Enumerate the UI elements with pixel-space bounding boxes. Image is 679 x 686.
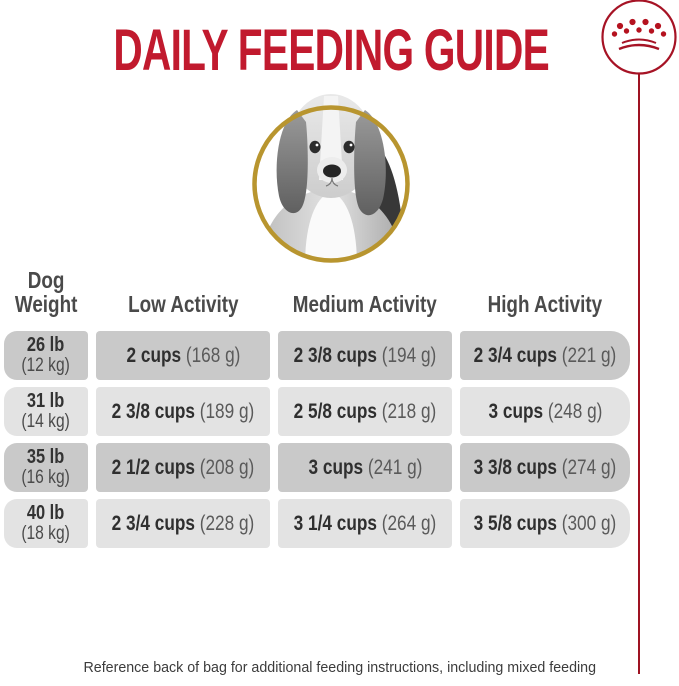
cups-value: 2 3/8 cups (111, 399, 195, 423)
footer-note: Reference back of bag for additional fee… (83, 659, 596, 676)
weight-kg: (16 kg) (21, 467, 71, 488)
cups-value: 3 1/4 cups (293, 511, 377, 535)
cups-value: 2 cups (126, 343, 181, 367)
grams-value: (248 g) (547, 399, 602, 423)
grams-value: (218 g) (381, 399, 437, 423)
brand-vertical-line (638, 74, 640, 674)
royal-canin-crown-icon (601, 0, 677, 75)
header-high-activity: High Activity (487, 290, 603, 317)
amount-cell-medium: 3 cups (241 g) (278, 443, 452, 492)
header-medium-activity: Medium Activity (293, 290, 437, 317)
beagle-dog-photo (252, 94, 410, 263)
cups-value: 3 3/8 cups (473, 455, 557, 479)
amount-cell-low: 2 1/2 cups (208 g) (96, 443, 270, 492)
weight-cell: 40 lb (18 kg) (4, 499, 88, 548)
amount-cell-high: 3 5/8 cups (300 g) (460, 499, 630, 548)
grams-value: (194 g) (381, 343, 437, 367)
header-low-activity: Low Activity (127, 290, 239, 317)
grams-value: (264 g) (381, 511, 437, 535)
weight-cell: 31 lb (14 kg) (4, 387, 88, 436)
footer-row: Reference back of bag for additional fee… (0, 659, 679, 677)
cups-value: 2 3/8 cups (293, 343, 377, 367)
weight-lb: 40 lb (27, 502, 65, 524)
amount-cell-low: 2 3/4 cups (228 g) (96, 499, 270, 548)
cups-value: 2 3/4 cups (111, 511, 195, 535)
amount-cell-high: 3 3/8 cups (274 g) (460, 443, 630, 492)
grams-value: (241 g) (367, 455, 422, 479)
grams-value: (221 g) (561, 343, 617, 367)
header-dog-weight: Dog Weight (4, 262, 88, 324)
header-dog-weight-line2: Weight (14, 290, 78, 317)
amount-cell-low: 2 cups (168 g) (96, 331, 270, 380)
weight-lb: 31 lb (27, 390, 65, 412)
amount-cell-low: 2 3/8 cups (189 g) (96, 387, 270, 436)
cups-value: 2 1/2 cups (111, 455, 195, 479)
weight-cell: 26 lb (12 kg) (4, 331, 88, 380)
feeding-table: Dog Weight Low Activity Medium Activity … (4, 262, 630, 548)
grams-value: (168 g) (185, 343, 240, 367)
amount-cell-high: 2 3/4 cups (221 g) (460, 331, 630, 380)
weight-kg: (14 kg) (21, 411, 71, 432)
cups-value: 3 cups (308, 455, 363, 479)
cups-value: 3 5/8 cups (473, 511, 557, 535)
cups-value: 2 3/4 cups (473, 343, 557, 367)
grams-value: (189 g) (199, 399, 255, 423)
weight-kg: (12 kg) (21, 355, 71, 376)
grams-value: (228 g) (199, 511, 255, 535)
grams-value: (274 g) (561, 455, 617, 479)
weight-lb: 35 lb (27, 446, 65, 468)
header-dog-weight-line1: Dog (27, 266, 65, 293)
weight-cell: 35 lb (16 kg) (4, 443, 88, 492)
amount-cell-medium: 3 1/4 cups (264 g) (278, 499, 452, 548)
gold-ring (252, 105, 410, 263)
grams-value: (300 g) (561, 511, 617, 535)
weight-lb: 26 lb (27, 334, 65, 356)
weight-kg: (18 kg) (21, 523, 71, 544)
page-title: DAILY FEEDING GUIDE (113, 18, 549, 83)
page-title-row: DAILY FEEDING GUIDE (0, 22, 662, 80)
amount-cell-medium: 2 5/8 cups (218 g) (278, 387, 452, 436)
cups-value: 3 cups (488, 399, 543, 423)
cups-value: 2 5/8 cups (293, 399, 377, 423)
grams-value: (208 g) (199, 455, 255, 479)
amount-cell-medium: 2 3/8 cups (194 g) (278, 331, 452, 380)
amount-cell-high: 3 cups (248 g) (460, 387, 630, 436)
